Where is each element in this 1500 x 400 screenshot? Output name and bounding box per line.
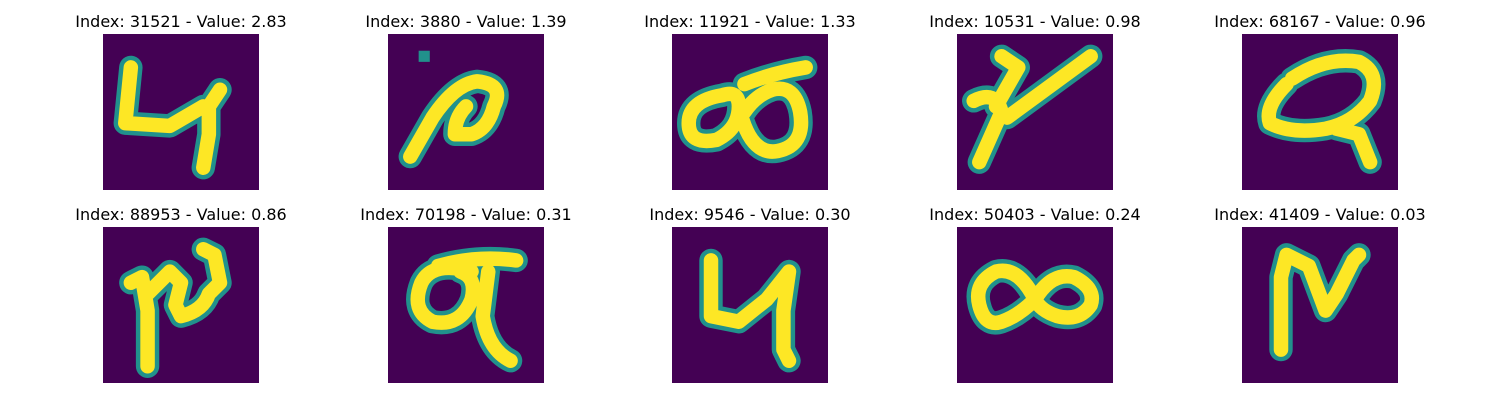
panel-title: Index: 9546 - Value: 0.30 [649,205,851,224]
digit-image [672,227,828,383]
panel-title: Index: 50403 - Value: 0.24 [929,205,1141,224]
digit-image [1242,34,1398,190]
digit-image [957,227,1113,383]
digit-image [1242,227,1398,383]
panel-title: Index: 68167 - Value: 0.96 [1214,12,1426,31]
panel-title: Index: 11921 - Value: 1.33 [644,12,856,31]
panel-title: Index: 10531 - Value: 0.98 [929,12,1141,31]
panel-title: Index: 41409 - Value: 0.03 [1214,205,1426,224]
digit-image [103,34,259,190]
panel-title: Index: 3880 - Value: 1.39 [365,12,567,31]
digit-image [388,34,544,190]
digit-image [103,227,259,383]
panel-title: Index: 31521 - Value: 2.83 [75,12,287,31]
digit-image [957,34,1113,190]
digit-image [388,227,544,383]
panel-title: Index: 70198 - Value: 0.31 [360,205,572,224]
digit-image [672,34,828,190]
panel-title: Index: 88953 - Value: 0.86 [75,205,287,224]
